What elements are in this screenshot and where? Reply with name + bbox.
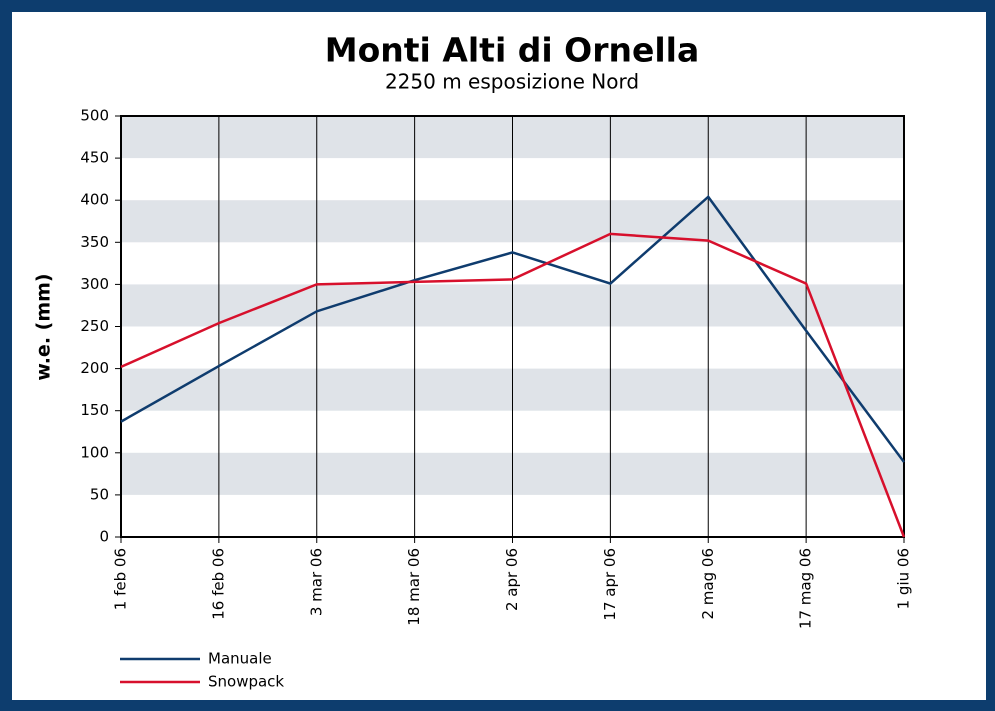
legend-label: Snowpack <box>208 673 284 691</box>
x-tick-label: 2 mag 06 <box>699 548 717 620</box>
y-tick-label: 400 <box>80 191 109 209</box>
plot-border <box>120 115 905 538</box>
x-tick-label: 17 mag 06 <box>797 548 815 629</box>
series-line <box>120 232 906 538</box>
x-tick-label: 1 feb 06 <box>112 548 130 610</box>
x-tick-label: 1 giu 06 <box>895 548 913 609</box>
y-tick-label: 350 <box>80 233 109 251</box>
chart-subtitle: 2250 m esposizione Nord <box>385 70 639 94</box>
y-tick-label: 0 <box>99 528 109 546</box>
x-tick-label: 17 apr 06 <box>601 548 619 621</box>
y-tick-label: 100 <box>80 443 109 461</box>
x-tick-label: 2 apr 06 <box>503 548 521 611</box>
chart-title: Monti Alti di Ornella <box>325 31 700 70</box>
y-axis-label: w.e. (mm) <box>33 273 55 380</box>
x-tick-label: 16 feb 06 <box>209 548 227 620</box>
y-tick-label: 500 <box>80 107 109 125</box>
x-tick-label: 3 mar 06 <box>307 548 325 616</box>
y-tick-label: 250 <box>80 317 109 335</box>
y-tick-label: 300 <box>80 275 109 293</box>
y-tick-label: 50 <box>90 485 109 503</box>
y-tick-label: 450 <box>80 149 109 167</box>
legend-label: Manuale <box>208 650 272 668</box>
y-tick-label: 150 <box>80 401 109 419</box>
x-tick-label: 18 mar 06 <box>405 548 423 626</box>
y-tick-label: 200 <box>80 359 109 377</box>
series-line <box>120 194 906 463</box>
